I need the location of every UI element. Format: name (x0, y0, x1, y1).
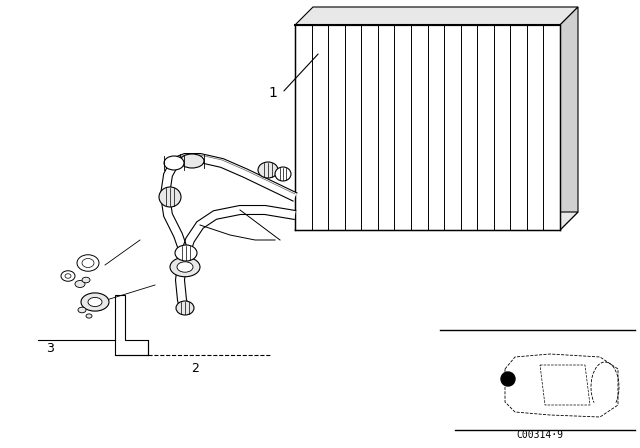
Text: 3: 3 (46, 341, 54, 354)
Ellipse shape (81, 293, 109, 311)
Ellipse shape (65, 274, 71, 278)
Ellipse shape (77, 255, 99, 271)
Polygon shape (295, 7, 578, 25)
Ellipse shape (75, 280, 85, 288)
Ellipse shape (170, 257, 200, 277)
Ellipse shape (175, 245, 197, 261)
Polygon shape (505, 354, 618, 417)
Ellipse shape (177, 262, 193, 272)
Polygon shape (560, 7, 578, 230)
Ellipse shape (258, 162, 278, 178)
Ellipse shape (164, 156, 184, 170)
Ellipse shape (88, 297, 102, 306)
Text: 1: 1 (268, 86, 277, 100)
Ellipse shape (86, 314, 92, 318)
Polygon shape (295, 25, 560, 230)
Polygon shape (115, 295, 148, 355)
Text: C00314·9: C00314·9 (516, 430, 563, 440)
Polygon shape (161, 160, 189, 257)
Polygon shape (175, 206, 296, 311)
Text: 2: 2 (191, 362, 199, 375)
Circle shape (501, 372, 515, 386)
Ellipse shape (82, 277, 90, 283)
Polygon shape (540, 365, 590, 405)
Polygon shape (173, 154, 297, 201)
Ellipse shape (176, 301, 194, 315)
Ellipse shape (82, 258, 94, 267)
Ellipse shape (78, 307, 86, 313)
Ellipse shape (61, 271, 75, 281)
Ellipse shape (159, 187, 181, 207)
Ellipse shape (275, 167, 291, 181)
Ellipse shape (180, 154, 204, 168)
Polygon shape (295, 212, 578, 230)
